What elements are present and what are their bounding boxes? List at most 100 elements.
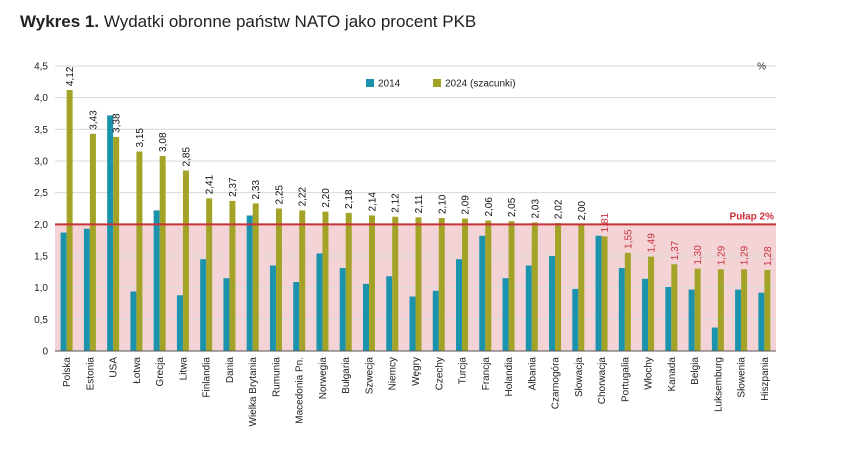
y-tick-label: 3,0 bbox=[34, 157, 48, 168]
y-tick-label: 2,5 bbox=[34, 188, 48, 199]
bar-2024 bbox=[508, 221, 515, 351]
x-category-label: Wielka Brytania bbox=[248, 357, 259, 427]
bar-2014 bbox=[107, 115, 114, 352]
x-category-label: Niemcy bbox=[388, 357, 399, 390]
x-category-label: Czechy bbox=[434, 357, 445, 390]
data-label-2024: 1,49 bbox=[647, 233, 658, 253]
chart-title-bold: Wykres 1. bbox=[20, 12, 100, 31]
x-category-label: Portugalia bbox=[620, 357, 631, 402]
bar-2024 bbox=[741, 269, 748, 351]
x-category-label: Bułgaria bbox=[341, 357, 352, 394]
data-label-2024: 1,37 bbox=[670, 240, 681, 260]
bar-2014 bbox=[83, 228, 90, 351]
bar-2024 bbox=[206, 198, 213, 351]
x-category-label: Hiszpania bbox=[760, 357, 771, 401]
bar-2024 bbox=[66, 90, 73, 352]
bar-2014 bbox=[595, 235, 602, 351]
bar-2014 bbox=[386, 276, 393, 351]
bar-2014 bbox=[572, 288, 579, 351]
y-unit-label: % bbox=[757, 62, 766, 73]
data-label-2024: 1,29 bbox=[740, 245, 751, 265]
data-label-2024: 3,43 bbox=[88, 110, 99, 130]
data-label-2024: 4,12 bbox=[65, 66, 76, 86]
x-category-label: USA bbox=[109, 357, 120, 378]
bar-2024 bbox=[182, 170, 189, 351]
y-tick-label: 1,5 bbox=[34, 252, 48, 263]
bar-2014 bbox=[456, 259, 463, 351]
data-label-2024: 2,05 bbox=[507, 197, 518, 217]
threshold-label: Pułap 2% bbox=[730, 211, 775, 222]
data-label-2024: 1,28 bbox=[763, 246, 774, 266]
bar-2024 bbox=[485, 220, 492, 351]
y-tick-label: 3,5 bbox=[34, 125, 48, 136]
data-label-2024: 2,03 bbox=[530, 199, 541, 219]
data-label-2024: 1,30 bbox=[693, 245, 704, 265]
bar-2014 bbox=[316, 253, 323, 351]
bar-2014 bbox=[60, 232, 67, 351]
bar-2014 bbox=[735, 289, 742, 351]
data-label-2024: 2,18 bbox=[344, 189, 355, 209]
y-tick-label: 0 bbox=[42, 347, 48, 358]
data-label-2024: 2,37 bbox=[228, 177, 239, 197]
x-category-label: Norwegia bbox=[318, 357, 329, 400]
bar-2014 bbox=[130, 291, 137, 351]
bar-2014 bbox=[549, 256, 556, 351]
bar-2014 bbox=[269, 265, 276, 351]
bar-2014 bbox=[293, 281, 300, 351]
chart-title-text: Wydatki obronne państw NATO jako procent… bbox=[103, 12, 477, 31]
data-label-2024: 2,00 bbox=[577, 200, 588, 220]
bar-2024 bbox=[159, 155, 166, 351]
bar-2014 bbox=[153, 210, 160, 351]
data-label-2024: 2,41 bbox=[205, 174, 216, 194]
legend-swatch-2024 bbox=[433, 79, 441, 87]
bar-2024 bbox=[462, 218, 469, 351]
bar-2024 bbox=[136, 151, 143, 351]
bar-2024 bbox=[694, 268, 701, 351]
bar-2024 bbox=[648, 256, 655, 351]
x-category-label: Szwecja bbox=[364, 357, 375, 395]
data-label-2024: 3,38 bbox=[112, 113, 123, 133]
data-label-2024: 1,55 bbox=[623, 229, 634, 249]
bar-2024 bbox=[555, 223, 562, 351]
bar-2024 bbox=[113, 136, 120, 351]
bar-2014 bbox=[711, 327, 718, 351]
x-category-label: Turcja bbox=[458, 357, 469, 385]
data-label-2024: 2,14 bbox=[367, 192, 378, 212]
bar-2014 bbox=[688, 289, 695, 351]
bar-2024 bbox=[671, 264, 678, 351]
bar-2014 bbox=[246, 215, 253, 351]
data-label-2024: 2,10 bbox=[437, 194, 448, 214]
x-category-label: Macedonia Pn. bbox=[295, 357, 306, 424]
chart-title: Wykres 1. Wydatki obronne państw NATO ja… bbox=[20, 12, 476, 32]
data-label-2024: 1,81 bbox=[600, 212, 611, 232]
bar-2014 bbox=[479, 235, 486, 351]
bar-2014 bbox=[618, 268, 625, 351]
x-category-label: Dania bbox=[225, 357, 236, 384]
bar-2024 bbox=[322, 211, 329, 351]
bar-2014 bbox=[525, 265, 532, 351]
x-category-label: Grecja bbox=[155, 357, 166, 387]
data-label-2024: 2,85 bbox=[181, 147, 192, 167]
x-category-label: Estonia bbox=[85, 357, 96, 391]
x-category-label: Litwa bbox=[178, 357, 189, 381]
bar-2014 bbox=[432, 290, 439, 351]
bar-2024 bbox=[229, 200, 236, 351]
legend-swatch-2014 bbox=[366, 79, 374, 87]
x-category-label: Kanada bbox=[667, 357, 678, 392]
data-label-2024: 2,09 bbox=[461, 195, 472, 215]
bar-2024 bbox=[252, 203, 259, 351]
bar-2014 bbox=[665, 287, 672, 351]
bar-2014 bbox=[339, 268, 346, 351]
bar-2024 bbox=[392, 216, 399, 351]
x-category-label: Rumunia bbox=[271, 357, 282, 397]
y-tick-label: 0,5 bbox=[34, 315, 48, 326]
x-category-label: Czarnogóra bbox=[551, 357, 562, 410]
data-label-2024: 2,12 bbox=[391, 193, 402, 213]
bar-2024 bbox=[717, 269, 724, 351]
x-category-label: Włochy bbox=[644, 357, 655, 390]
x-category-label: Słowacja bbox=[574, 357, 585, 397]
data-label-2024: 2,20 bbox=[321, 188, 332, 208]
bar-2014 bbox=[642, 278, 649, 351]
data-label-2024: 1,29 bbox=[716, 245, 727, 265]
